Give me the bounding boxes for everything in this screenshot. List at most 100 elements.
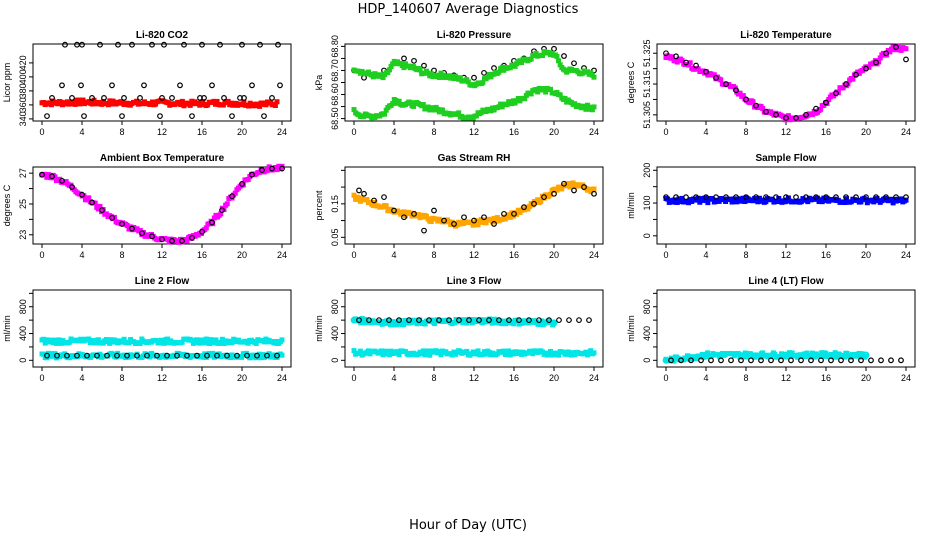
data-point (356, 317, 362, 324)
data-point (873, 59, 879, 66)
data-point (45, 172, 51, 178)
data-point (499, 64, 505, 70)
data-point (386, 67, 392, 73)
data-point (436, 317, 442, 324)
data-point (257, 103, 263, 109)
data-point (693, 62, 699, 69)
data-point (203, 225, 209, 231)
data-point (415, 211, 421, 217)
data-point (898, 196, 904, 202)
data-point (883, 50, 889, 57)
data-point (246, 103, 252, 109)
data-point (748, 357, 754, 364)
data-point (782, 351, 788, 357)
data-point (356, 195, 362, 201)
data-point (164, 352, 170, 359)
data-point (425, 348, 431, 354)
data-point (774, 199, 780, 205)
data-point (383, 348, 389, 354)
data-point (221, 341, 227, 347)
data-point (481, 214, 487, 221)
panel-3: Ambient Box Temperature degrees C 0 4 8 12 16 2… (2, 153, 292, 260)
x-tick-label: 12 (469, 127, 479, 137)
y-tick-label: 0.15 (330, 195, 340, 213)
data-point (214, 352, 220, 359)
data-point (733, 194, 739, 201)
data-point (158, 337, 164, 343)
data-point (48, 102, 54, 108)
data-point (165, 100, 171, 106)
data-point (277, 82, 283, 89)
data-point (507, 352, 513, 358)
data-point (793, 115, 799, 121)
data-point (261, 339, 267, 345)
data-point (137, 340, 143, 346)
data-point (380, 75, 386, 81)
data-point (688, 357, 694, 364)
data-point (59, 177, 65, 184)
data-point (741, 354, 747, 360)
data-point (566, 317, 572, 324)
x-tick-label: 24 (277, 373, 287, 383)
data-point (832, 350, 838, 356)
data-point (456, 110, 462, 116)
panel-title: Li-820 Pressure (437, 30, 512, 41)
data-point (808, 357, 814, 364)
data-point (838, 357, 844, 364)
data-point (539, 53, 545, 59)
data-point (177, 82, 183, 89)
data-point (887, 49, 893, 55)
data-point (425, 104, 431, 110)
data-point (407, 99, 413, 105)
data-point (676, 196, 682, 202)
y-tick-label: 68.70 (330, 59, 340, 82)
data-point (274, 99, 280, 105)
data-point (501, 348, 507, 354)
data-point (421, 62, 427, 69)
data-point (498, 101, 504, 107)
data-point (41, 336, 47, 342)
data-point (149, 233, 155, 240)
data-point (473, 351, 479, 357)
data-point (165, 336, 171, 342)
data-point (218, 340, 224, 346)
plot-frame (656, 43, 916, 122)
y-tick-label: 400 (642, 326, 652, 341)
data-point (115, 41, 121, 48)
data-point (79, 191, 85, 198)
x-tick-label: 12 (157, 250, 167, 260)
x-tick-label: 20 (237, 373, 247, 383)
x-tick-label: 0 (351, 250, 356, 260)
data-point (713, 194, 719, 201)
data-point (239, 41, 245, 48)
data-point (224, 352, 230, 359)
data-point (200, 337, 206, 343)
data-point (462, 317, 468, 323)
data-point (803, 194, 809, 201)
data-point (833, 194, 839, 201)
data-point (591, 190, 597, 197)
series-1 (39, 350, 285, 361)
data-point (586, 317, 592, 324)
data-point (451, 221, 457, 227)
data-point (833, 90, 839, 97)
data-point (475, 348, 481, 354)
data-point (663, 194, 669, 201)
data-point (428, 219, 434, 225)
x-tick-label: 16 (197, 250, 207, 260)
data-point (823, 194, 829, 201)
series-1 (39, 165, 285, 244)
data-point (74, 352, 80, 359)
data-point (49, 94, 55, 101)
data-point (496, 104, 502, 110)
data-point (184, 238, 190, 244)
data-point (743, 194, 749, 201)
x-tick-label: 4 (79, 373, 84, 383)
x-tick-label: 8 (431, 250, 436, 260)
x-tick-label: 24 (277, 250, 287, 260)
series-2 (44, 352, 280, 359)
data-point (179, 98, 185, 104)
data-point (512, 63, 518, 69)
data-point (351, 192, 357, 198)
data-point (789, 350, 795, 356)
